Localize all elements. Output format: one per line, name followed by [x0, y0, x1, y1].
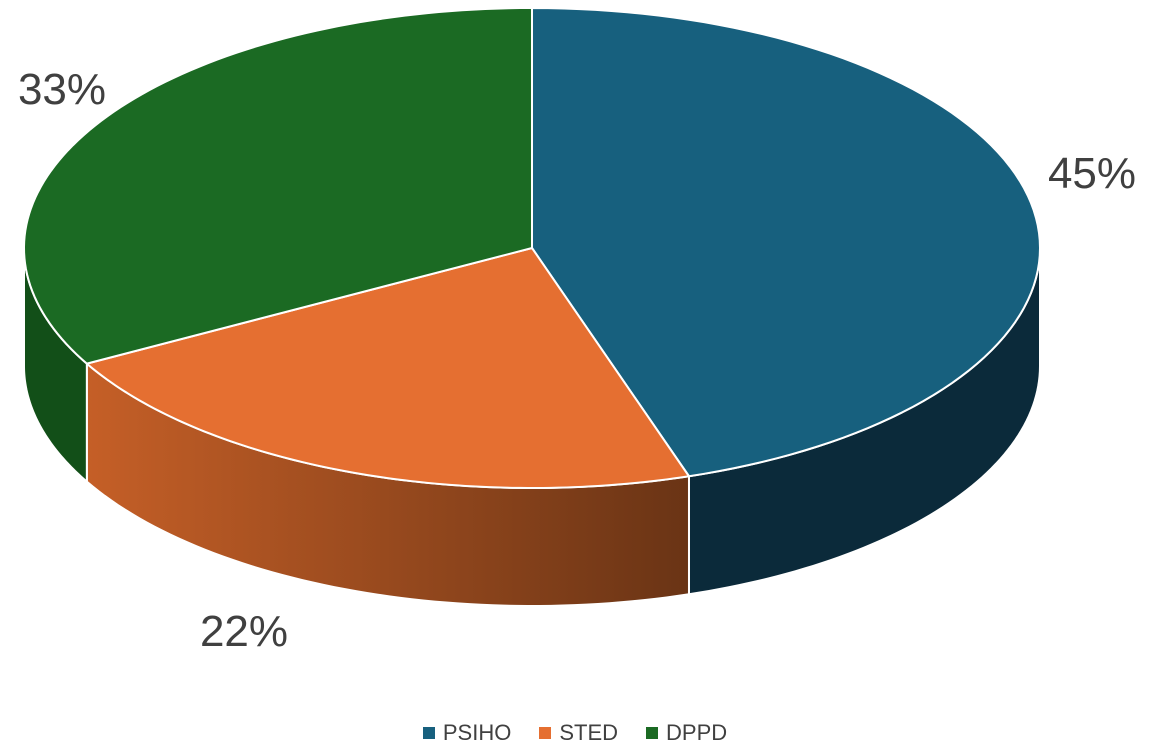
legend-item-psiho: PSIHO [422, 720, 512, 746]
legend-item-dppd: DPPD [646, 720, 727, 746]
legend-label-dppd: DPPD [666, 720, 728, 745]
legend-swatch-sted [539, 727, 552, 739]
data-label-psiho: 45% [1048, 149, 1136, 198]
pie-slice-psiho [531, 7, 1041, 478]
legend-swatch-dppd [646, 727, 659, 739]
legend-label-sted: STED [559, 720, 619, 745]
pie-slice-dppd [23, 7, 533, 365]
pie-slice-sted [85, 247, 690, 489]
legend: PSIHO STED DPPD [0, 718, 1150, 748]
data-labels: 45% 22% 33% [18, 65, 1136, 656]
data-label-dppd: 33% [18, 65, 106, 114]
pie-sides [23, 247, 1041, 607]
legend-swatch-psiho [422, 727, 435, 739]
legend-item-sted: STED [539, 720, 618, 746]
data-label-sted: 22% [200, 607, 288, 656]
pie-slices [23, 7, 1041, 489]
legend-label-psiho: PSIHO [442, 720, 512, 745]
